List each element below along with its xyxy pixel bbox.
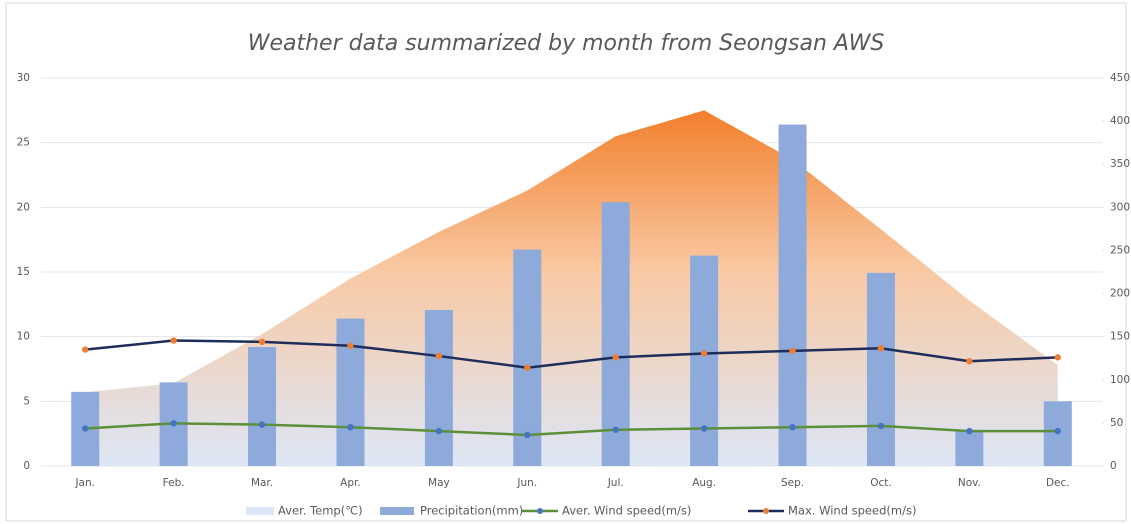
line-marker [435, 352, 443, 360]
line-marker [82, 425, 89, 432]
line-marker [82, 346, 89, 353]
y2-tick-label: 450 [1110, 72, 1130, 84]
line-marker [1054, 427, 1061, 435]
bar [336, 318, 365, 466]
y-tick-label: 30 [17, 72, 30, 84]
bar [955, 429, 984, 466]
line-marker [612, 354, 619, 361]
y2-tick-label: 100 [1110, 374, 1130, 386]
line-marker [258, 338, 266, 346]
x-tick-label: May [428, 477, 450, 489]
legend-label: Precipitation(mm) [420, 504, 523, 518]
y-tick-label: 20 [17, 201, 30, 213]
legend-label: Aver. Wind speed(m/s) [562, 504, 691, 518]
line [85, 339, 1058, 369]
line [85, 422, 1058, 437]
line-marker [789, 347, 796, 355]
line-marker [966, 358, 973, 365]
y2-tick-label: 400 [1110, 115, 1130, 127]
x-tick-label: Feb. [163, 477, 185, 489]
line-marker [877, 345, 885, 352]
line-marker [524, 364, 531, 371]
line-marker [612, 426, 619, 433]
bar [778, 124, 807, 466]
line-marker [700, 425, 708, 432]
x-tick-label: Sep. [781, 477, 804, 489]
line-marker [347, 342, 354, 349]
x-tick-label: Jul. [607, 477, 624, 489]
bar [690, 255, 719, 466]
x-tick-label: Oct. [870, 477, 892, 489]
line-marker [789, 424, 796, 431]
x-tick-label: Jun. [516, 477, 537, 489]
line-marker [877, 422, 885, 430]
chart-title: Weather data summarized by month from Se… [248, 31, 885, 56]
legend-swatch [246, 507, 274, 515]
y-tick-label: 15 [17, 266, 30, 278]
line-marker [524, 431, 531, 439]
y2-tick-label: 150 [1110, 331, 1130, 343]
y2-tick-label: 350 [1110, 158, 1130, 170]
legend-marker [763, 508, 769, 514]
legend-label: Max. Wind speed(m/s) [788, 504, 916, 518]
x-tick-label: Jan. [74, 477, 95, 489]
line-marker [1054, 354, 1061, 361]
bar [601, 202, 630, 466]
line-marker [700, 350, 708, 357]
line-marker [170, 420, 177, 427]
y-tick-label: 0 [23, 460, 30, 472]
y-tick-label: 25 [17, 137, 30, 149]
bar [513, 249, 542, 466]
x-tick-label: Mar. [251, 477, 273, 489]
bar [248, 347, 277, 466]
y2-tick-label: 200 [1110, 288, 1130, 300]
y-tick-label: 10 [17, 331, 30, 343]
y2-tick-label: 50 [1110, 417, 1123, 429]
bar [866, 272, 895, 466]
legend-marker [537, 508, 543, 514]
x-tick-label: Nov. [958, 477, 981, 489]
legend-swatch [380, 507, 414, 515]
y2-tick-label: 250 [1110, 244, 1130, 256]
temp-area [85, 110, 1058, 466]
bar [424, 309, 453, 466]
x-tick-label: Aug. [692, 477, 716, 489]
x-tick-label: Apr. [340, 477, 361, 489]
line-marker [347, 424, 354, 431]
line-marker [966, 427, 973, 435]
line-marker [258, 421, 266, 428]
line-marker [170, 337, 177, 344]
y2-tick-label: 0 [1110, 460, 1117, 472]
y2-tick-label: 300 [1110, 201, 1130, 213]
y-tick-label: 5 [23, 395, 30, 407]
x-tick-label: Dec. [1046, 477, 1070, 489]
line-marker [435, 427, 443, 435]
legend-label: Aver. Temp(℃) [278, 504, 363, 518]
